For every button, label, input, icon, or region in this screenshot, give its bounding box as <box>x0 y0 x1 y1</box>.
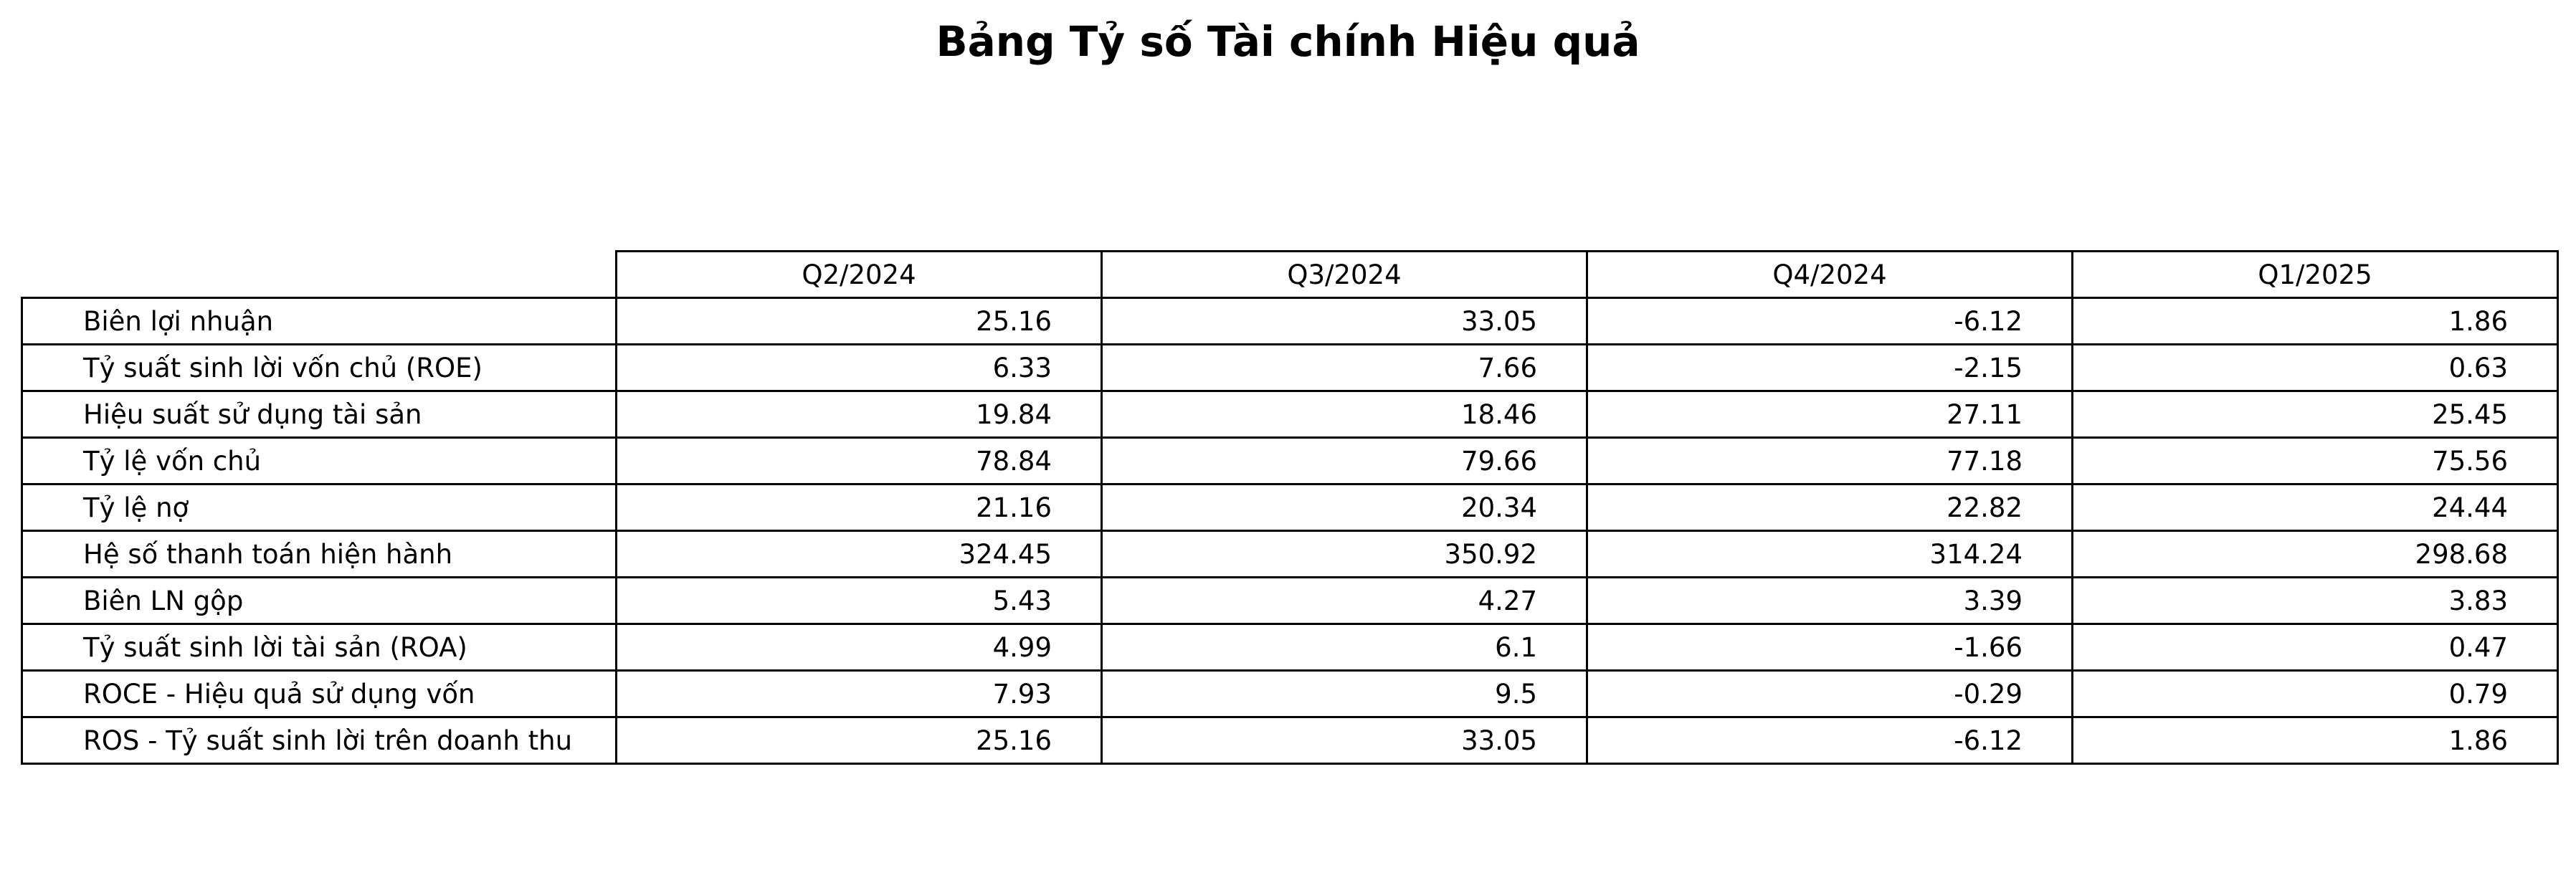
header-corner-cell <box>22 251 617 299</box>
table-cell: 6.33 <box>615 343 1103 392</box>
table-cell: 0.79 <box>2071 669 2559 718</box>
table-row: ROS - Tỷ suất sinh lời trên doanh thu 25.… <box>21 716 2559 765</box>
table-cell: 314.24 <box>1586 530 2073 578</box>
column-header-q1-2025: Q1/2025 <box>2071 250 2559 299</box>
table-cell: 324.45 <box>615 530 1103 578</box>
table-row: Biên lợi nhuận 25.16 33.05 -6.12 1.86 <box>21 297 2559 345</box>
table-cell: -0.29 <box>1586 669 2073 718</box>
table-cell: -1.66 <box>1586 623 2073 672</box>
table-cell: 25.16 <box>615 297 1103 345</box>
table-cell: 0.47 <box>2071 623 2559 672</box>
table-cell: 3.83 <box>2071 576 2559 625</box>
table-cell: 22.82 <box>1586 483 2073 532</box>
row-label: Hiệu suất sử dụng tài sản <box>21 390 617 439</box>
table-cell: 5.43 <box>615 576 1103 625</box>
table-cell: 20.34 <box>1101 483 1588 532</box>
table-cell: 1.86 <box>2071 297 2559 345</box>
table-cell: 18.46 <box>1101 390 1588 439</box>
table-row: Tỷ suất sinh lời tài sản (ROA) 4.99 6.1 -1.… <box>21 623 2559 672</box>
row-label: Biên LN gộp <box>21 576 617 625</box>
table-cell: 25.45 <box>2071 390 2559 439</box>
financial-ratio-table: Q2/2024 Q3/2024 Q4/2024 Q1/2025 Biên lợi… <box>21 250 2559 765</box>
table-cell: 6.1 <box>1101 623 1588 672</box>
table-cell: 21.16 <box>615 483 1103 532</box>
table-cell: 79.66 <box>1101 436 1588 485</box>
table-cell: 298.68 <box>2071 530 2559 578</box>
table-cell: 0.63 <box>2071 343 2559 392</box>
table-cell: 350.92 <box>1101 530 1588 578</box>
table-cell: 27.11 <box>1586 390 2073 439</box>
table-row: Hệ số thanh toán hiện hành 324.45 350.92 31… <box>21 530 2559 578</box>
table-cell: 1.86 <box>2071 716 2559 765</box>
column-header-q3-2024: Q3/2024 <box>1101 250 1588 299</box>
table-row: Biên LN gộp 5.43 4.27 3.39 3.83 <box>21 576 2559 625</box>
table-row: Tỷ lệ vốn chủ 78.84 79.66 77.18 75.56 <box>21 436 2559 485</box>
row-label: ROCE - Hiệu quả sử dụng vốn <box>21 669 617 718</box>
table-cell: 24.44 <box>2071 483 2559 532</box>
table-cell: 33.05 <box>1101 297 1588 345</box>
row-label: Tỷ suất sinh lời vốn chủ (ROE) <box>21 343 617 392</box>
row-label: Tỷ lệ nợ <box>21 483 617 532</box>
chart-title: Bảng Tỷ số Tài chính Hiệu quả <box>936 17 1640 66</box>
table-cell: -2.15 <box>1586 343 2073 392</box>
column-header-q4-2024: Q4/2024 <box>1586 250 2073 299</box>
row-label: Hệ số thanh toán hiện hành <box>21 530 617 578</box>
table-cell: 7.93 <box>615 669 1103 718</box>
column-header-q2-2024: Q2/2024 <box>615 250 1103 299</box>
table-cell: 33.05 <box>1101 716 1588 765</box>
header-row: Q2/2024 Q3/2024 Q4/2024 Q1/2025 <box>22 250 2559 299</box>
table-row: Tỷ suất sinh lời vốn chủ (ROE) 6.33 7.66 -2… <box>21 343 2559 392</box>
table-row: Tỷ lệ nợ 21.16 20.34 22.82 24.44 <box>21 483 2559 532</box>
table-cell: 75.56 <box>2071 436 2559 485</box>
table-cell: -6.12 <box>1586 716 2073 765</box>
table-cell: -6.12 <box>1586 297 2073 345</box>
table-cell: 4.27 <box>1101 576 1588 625</box>
table-body: Biên lợi nhuận 25.16 33.05 -6.12 1.86 Tỷ suất… <box>21 297 2559 765</box>
table-cell: 19.84 <box>615 390 1103 439</box>
table-row: ROCE - Hiệu quả sử dụng vốn 7.93 9.5 -0.29 0… <box>21 669 2559 718</box>
table-cell: 4.99 <box>615 623 1103 672</box>
table-cell: 3.39 <box>1586 576 2073 625</box>
row-label: Biên lợi nhuận <box>21 297 617 345</box>
table-row: Hiệu suất sử dụng tài sản 19.84 18.46 27.11… <box>21 390 2559 439</box>
table-cell: 9.5 <box>1101 669 1588 718</box>
table-cell: 7.66 <box>1101 343 1588 392</box>
table-cell: 77.18 <box>1586 436 2073 485</box>
table-cell: 25.16 <box>615 716 1103 765</box>
row-label: ROS - Tỷ suất sinh lời trên doanh thu <box>21 716 617 765</box>
row-label: Tỷ suất sinh lời tài sản (ROA) <box>21 623 617 672</box>
table-cell: 78.84 <box>615 436 1103 485</box>
row-label: Tỷ lệ vốn chủ <box>21 436 617 485</box>
